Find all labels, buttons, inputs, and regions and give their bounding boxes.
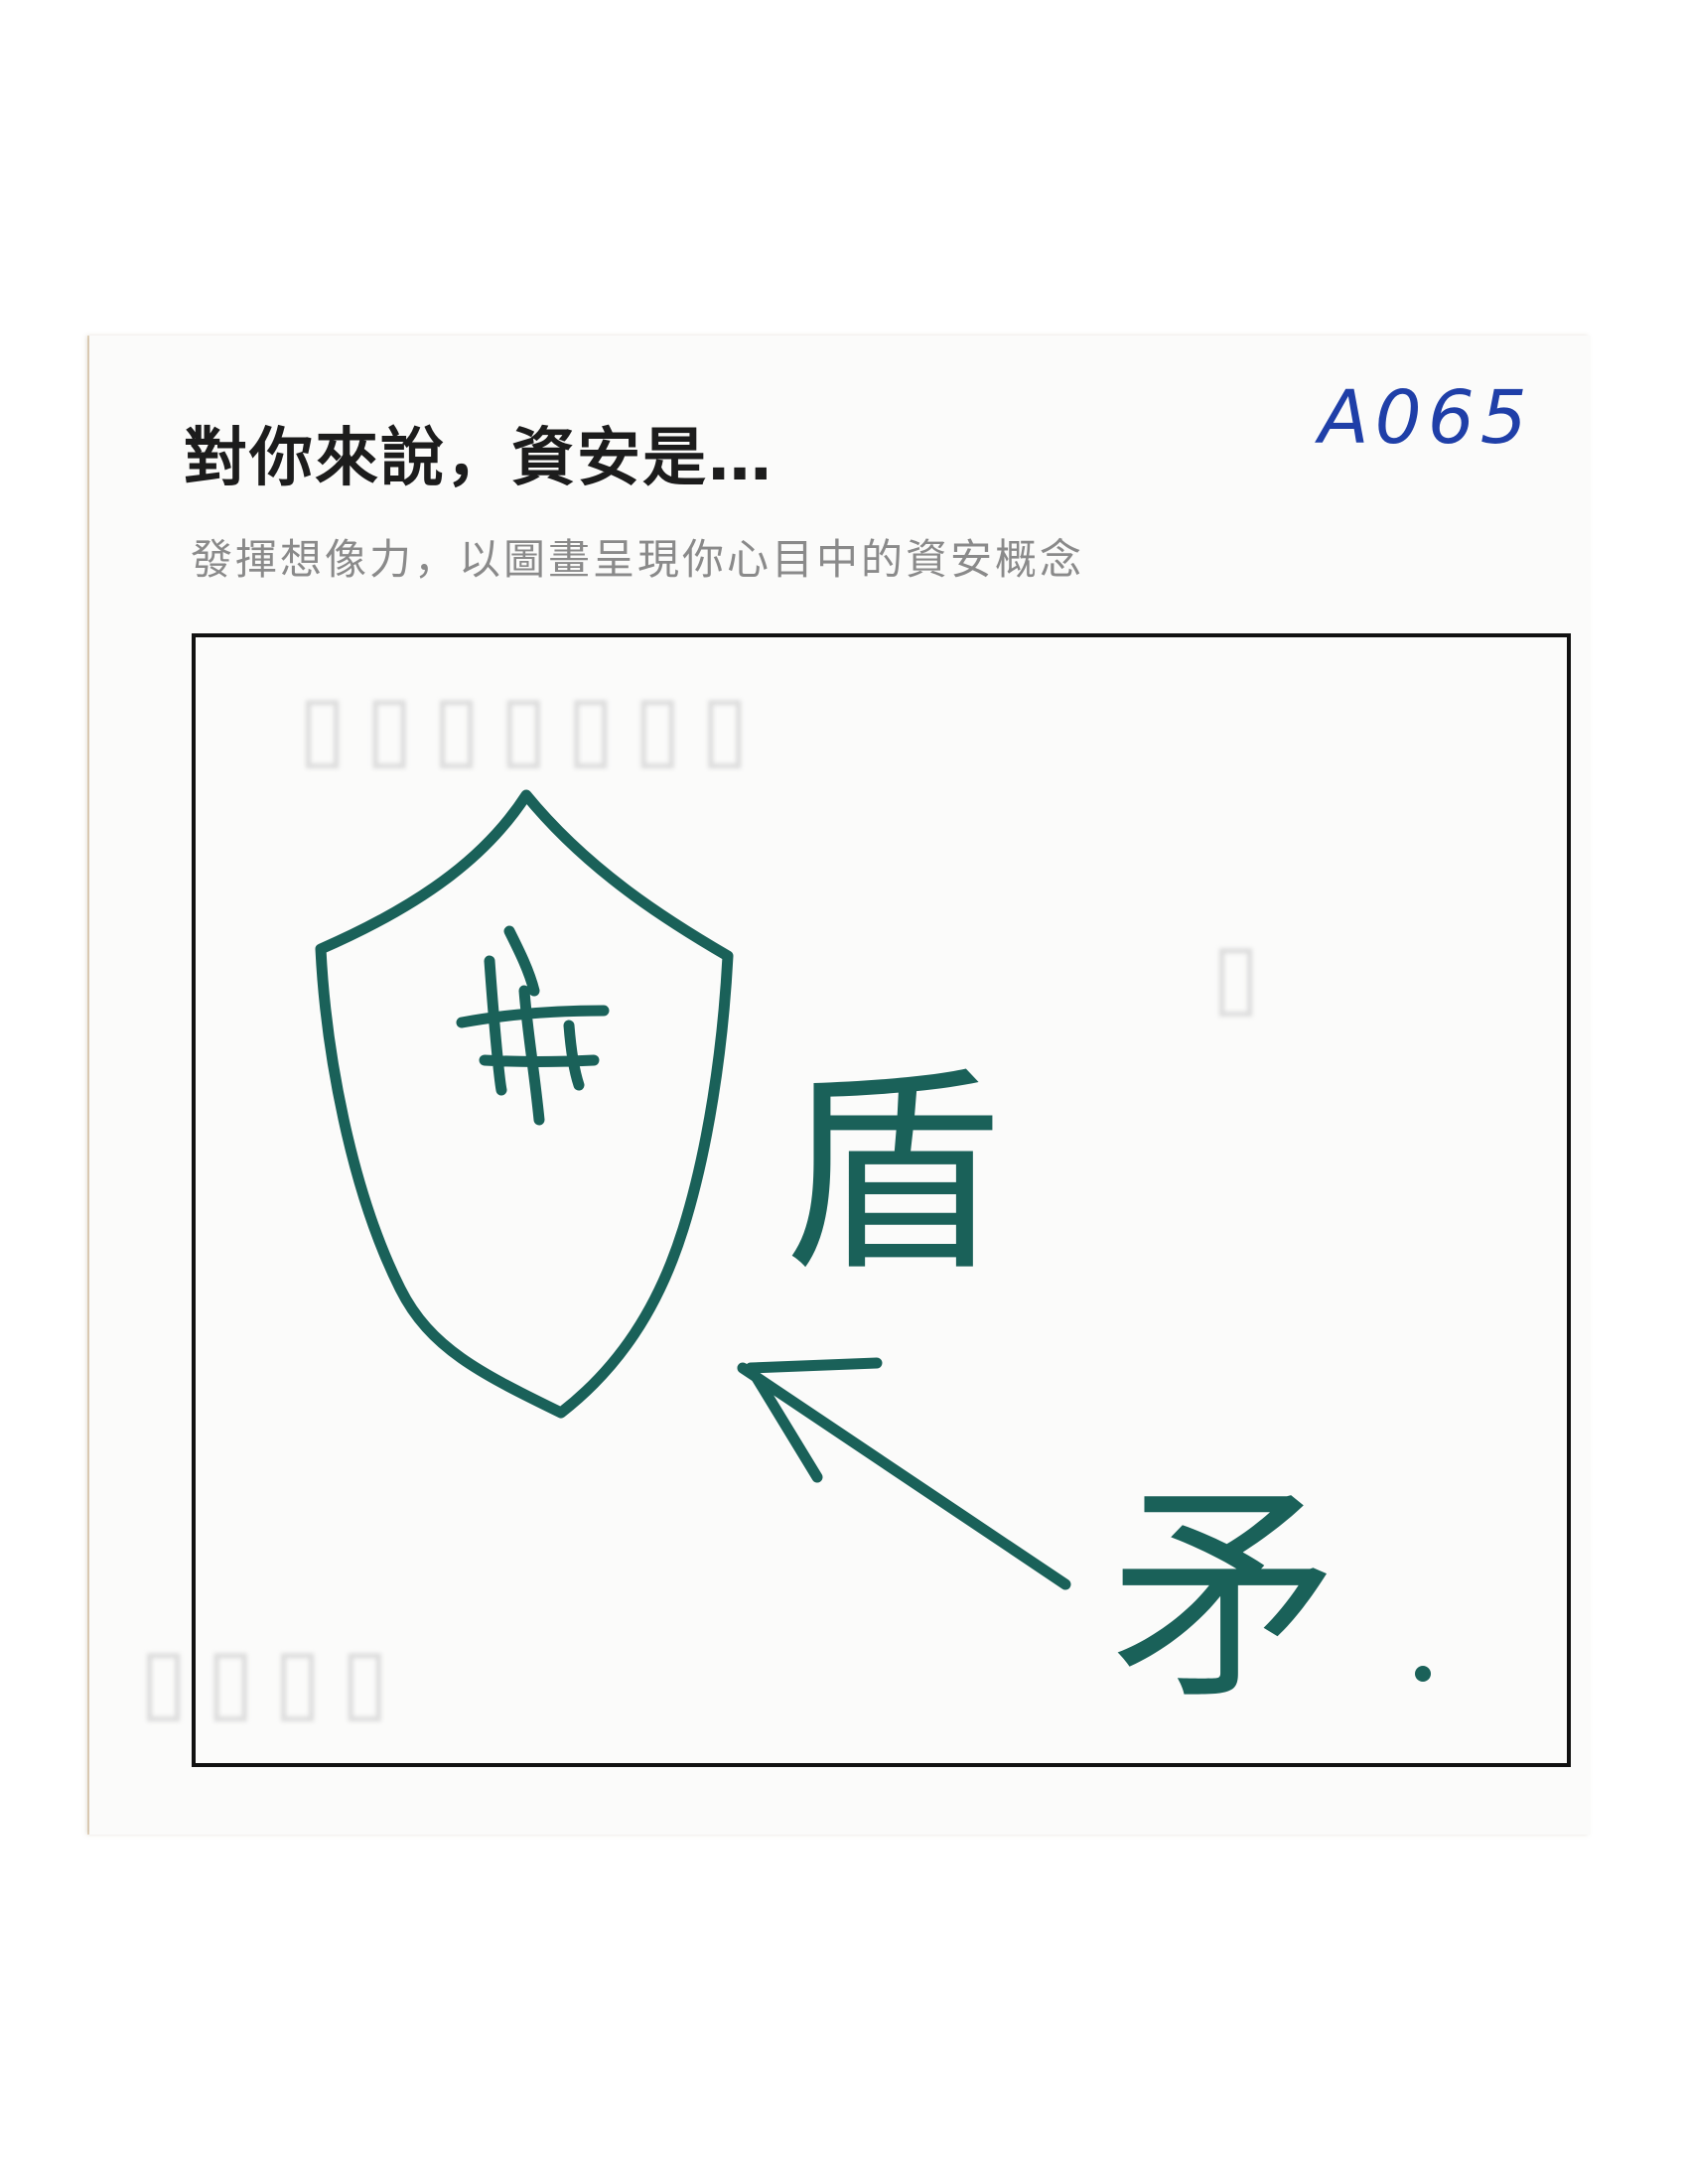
- cross-icon: [456, 925, 610, 1126]
- card-subtitle: 發揮想像力，以圖畫呈現你心目中的資安概念: [191, 535, 1085, 584]
- spear-label: 矛: [1110, 1465, 1338, 1730]
- shield-icon: [315, 789, 734, 1419]
- shield-label: 盾: [782, 1046, 1001, 1300]
- hand-drawing: 盾 矛: [315, 789, 1431, 1730]
- reverse-side-bleed-mid: ▯: [1211, 923, 1279, 1027]
- card-title: 對你來說，資安是…: [184, 422, 774, 495]
- reverse-side-bleed-bottom: ▯▯▯▯: [139, 1628, 408, 1732]
- reverse-side-bleed-top: ▯▯▯▯▯▯▯: [298, 675, 768, 779]
- card-code: A065: [1319, 375, 1533, 461]
- drawing-frame: [192, 633, 1571, 1767]
- spear-dot: [1415, 1666, 1431, 1682]
- arrow-head: [745, 1357, 883, 1483]
- arrow-shaft: [737, 1362, 1071, 1590]
